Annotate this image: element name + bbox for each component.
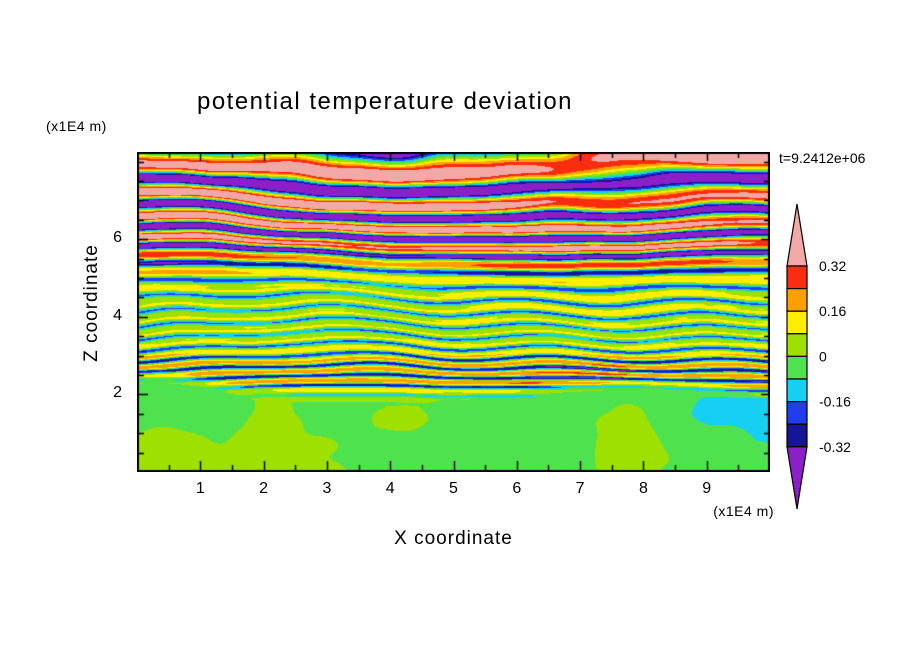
z-axis-unit-label: (x1E4 m) — [46, 118, 107, 134]
plot-title-row: potential temperature deviation — [0, 88, 904, 116]
colorbar-segment — [786, 378, 808, 403]
colorbar-segment — [786, 310, 808, 335]
colorbar-label: 0.16 — [819, 303, 846, 319]
colorbar-segment — [786, 401, 808, 425]
x-tick-label: 7 — [575, 480, 585, 497]
z-tick-label: 6 — [113, 229, 122, 247]
x-axis-label: X coordinate — [394, 528, 513, 549]
colorbar-segment — [786, 265, 808, 290]
x-tick-label: 2 — [259, 480, 269, 497]
x-tick-label: 8 — [638, 480, 648, 497]
x-tick-label: 4 — [385, 480, 395, 497]
time-annotation: t=9.2412e+06 — [779, 150, 866, 166]
colorbar-label: -0.32 — [819, 439, 851, 455]
plot-title: potential temperature deviation — [196, 88, 574, 115]
heatmap-canvas — [137, 152, 770, 472]
colorbar-label: 0.32 — [819, 258, 846, 274]
colorbar-label: -0.16 — [819, 394, 851, 410]
x-tick-label: 1 — [195, 480, 205, 497]
colorbar-over-arrow — [786, 203, 808, 267]
colorbar-segment — [786, 423, 808, 448]
x-axis-unit-label: (x1E4 m) — [713, 503, 774, 519]
colorbar-segment — [786, 287, 808, 312]
colorbar-under-arrow — [786, 446, 808, 510]
colorbar-segment — [786, 333, 808, 358]
colorbar: 0.32 0.16 0 -0.16 -0.32 — [786, 203, 851, 510]
x-tick-label: 3 — [322, 480, 332, 497]
z-axis-label: Z coordinate — [81, 244, 102, 362]
z-tick-label: 2 — [113, 384, 122, 402]
x-tick-label: 5 — [449, 480, 458, 497]
x-tick-label: 6 — [512, 480, 522, 497]
colorbar-label: 0 — [819, 348, 827, 364]
z-tick-label: 4 — [113, 306, 122, 324]
colorbar-segment — [786, 355, 808, 380]
x-tick-label: 9 — [702, 480, 712, 497]
